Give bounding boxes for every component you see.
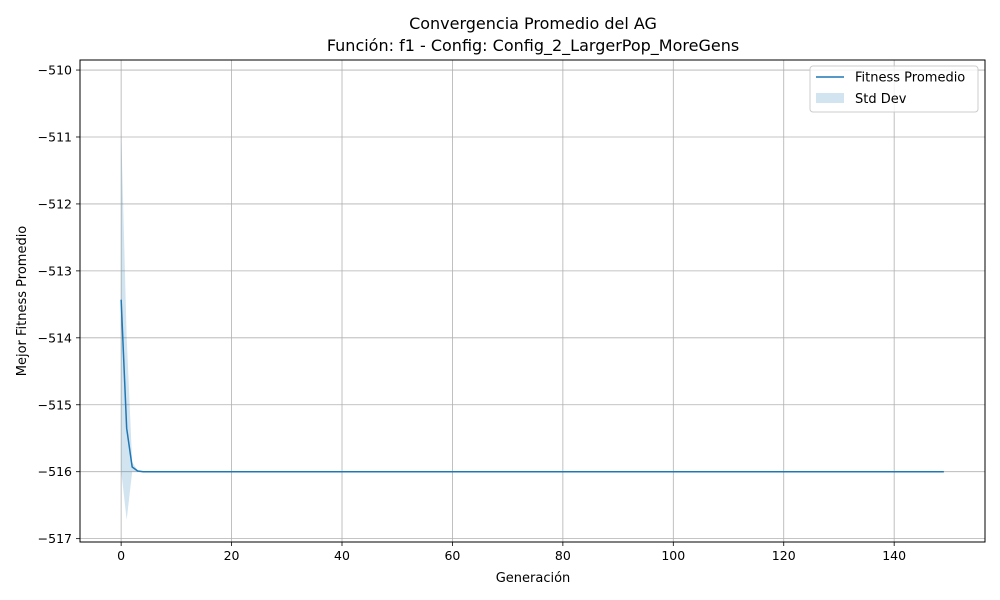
x-tick-label: 120 bbox=[772, 548, 796, 563]
x-tick-label: 100 bbox=[661, 548, 685, 563]
x-tick-label: 40 bbox=[334, 548, 350, 563]
fitness-promedio-line bbox=[120, 299, 944, 473]
legend-band-swatch bbox=[816, 93, 844, 103]
y-tick-label: −511 bbox=[38, 129, 72, 144]
fitness-line-group bbox=[120, 299, 944, 473]
legend: Fitness Promedio Std Dev bbox=[809, 65, 979, 113]
legend-label-std-dev: Std Dev bbox=[855, 92, 907, 107]
x-tick-label: 60 bbox=[444, 548, 460, 563]
legend-label-fitness: Fitness Promedio bbox=[855, 71, 965, 86]
x-tick-label: 0 bbox=[117, 548, 125, 563]
y-tick-label: −516 bbox=[38, 464, 72, 479]
y-tick-label: −515 bbox=[38, 397, 72, 412]
chart-title: Convergencia Promedio del AG bbox=[409, 14, 657, 33]
x-tick-label: 80 bbox=[555, 548, 571, 563]
x-tick-label: 140 bbox=[882, 548, 906, 563]
y-tick-label: −514 bbox=[38, 330, 72, 345]
y-axis-label: Mejor Fitness Promedio bbox=[15, 226, 30, 377]
x-tick-label: 20 bbox=[224, 548, 240, 563]
legend-box bbox=[809, 65, 979, 113]
chart-subtitle: Función: f1 - Config: Config_2_LargerPop… bbox=[327, 36, 739, 56]
plot-frame bbox=[79, 59, 986, 543]
y-tick-label: −510 bbox=[38, 63, 72, 78]
axis-ticks: 0 20 40 60 80 100 120 140 −517 −516 −515 −514 −513 −5… bbox=[38, 63, 906, 563]
y-tick-label: −517 bbox=[38, 531, 72, 546]
x-axis-label: Generación bbox=[496, 571, 571, 586]
y-tick-label: −513 bbox=[38, 263, 72, 278]
y-tick-label: −512 bbox=[38, 196, 72, 211]
